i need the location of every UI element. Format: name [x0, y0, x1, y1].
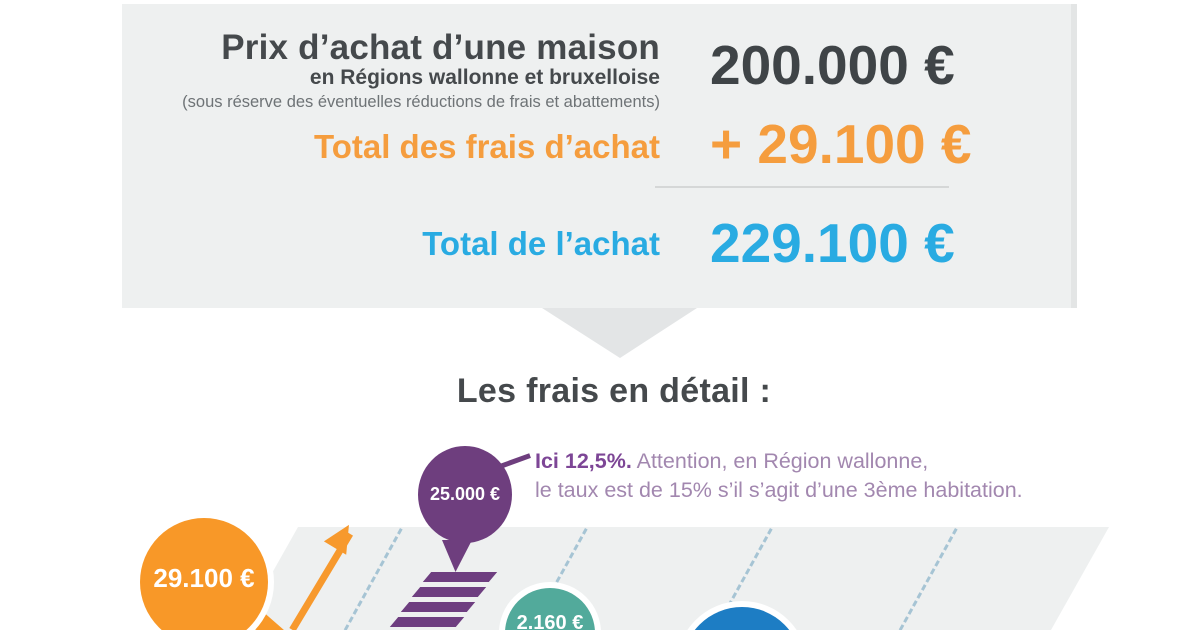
details-heading: Les frais en détail : — [456, 372, 772, 410]
price-note: (sous réserve des éventuelles réductions… — [182, 93, 660, 111]
callout-line2: le taux est de 15% s’il s’agit d’une 3èm… — [535, 478, 1023, 502]
sum-divider — [655, 186, 949, 188]
purple-bubble: 25.000 € — [418, 446, 512, 543]
callout-connector-line — [499, 453, 531, 469]
purple-ramp-stripe — [411, 587, 487, 597]
purple-ramp-stripe — [400, 602, 476, 612]
grand-total-label: Total de l’achat — [422, 225, 660, 262]
price-title: Prix d’achat d’une maison — [221, 28, 660, 67]
grand-total-value: 229.100 € — [710, 212, 955, 274]
purchase-summary-card: Prix d’achat d’une maison en Régions wal… — [122, 4, 1077, 308]
price-subtitle: en Régions wallonne et bruxelloise — [309, 66, 660, 89]
purple-ramp-stripe — [422, 572, 498, 582]
callout-rest: Attention, en Région wallonne, — [631, 449, 929, 473]
price-value: 200.000 € — [710, 34, 955, 96]
fees-total-label: Total des frais d’achat — [314, 128, 660, 165]
ground-plane — [240, 527, 1109, 630]
purple-ramp-stripe — [389, 617, 465, 627]
fees-total-value: + 29.100 € — [710, 113, 972, 175]
registration-tax-callout: Ici 12,5%. Attention, en Région wallonne… — [535, 447, 1023, 505]
callout-highlight: Ici 12,5%. — [535, 449, 632, 473]
callout-line1: Ici 12,5%. Attention, en Région wallonne… — [535, 447, 1023, 476]
orange-bubble: 29.100 € — [140, 518, 268, 630]
purple-bubble-value: 25.000 € — [429, 484, 501, 504]
down-arrow-pointer-icon — [542, 308, 697, 358]
teal-bubble-value: 2.160 € — [516, 612, 584, 630]
orange-bubble-value: 29.100 € — [153, 563, 255, 593]
